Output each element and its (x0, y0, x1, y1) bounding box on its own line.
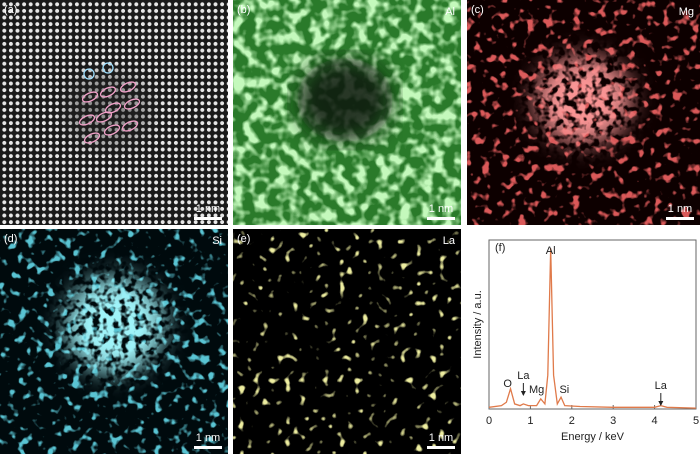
cluster-marks (78, 62, 141, 144)
scale-label: 1 nm (196, 432, 220, 444)
y-axis-label: Intensity / a.u. (472, 290, 484, 358)
peak-label: La (655, 380, 668, 392)
element-label: Al (445, 6, 455, 18)
element-label: Mg (679, 6, 694, 18)
x-tick-label: 5 (693, 415, 699, 427)
arrow-head (520, 391, 526, 396)
peak-label: Mg (529, 384, 544, 396)
panel-d (0, 229, 228, 454)
panel-label: (b) (237, 4, 250, 16)
scale-bar (427, 217, 455, 220)
panel-c (467, 0, 700, 225)
spectrum-line (488, 248, 697, 409)
peak-label: La (517, 370, 530, 382)
chart-bg (467, 229, 700, 454)
panel-label: (e) (237, 233, 250, 245)
map-noise (233, 229, 461, 454)
plot-frame (488, 239, 697, 410)
panel-label: (c) (471, 4, 484, 16)
x-tick-label: 0 (486, 415, 492, 427)
spectrum: (f) 0 1 2 3 4 5 Energy / keV Intensity / a.u. Al O… (472, 239, 699, 443)
scale-label: 1 nm (429, 203, 453, 215)
element-label: La (443, 235, 456, 247)
scale-label: 1 nm (196, 203, 220, 215)
x-axis-label: Energy / keV (561, 431, 625, 443)
peak-label: O (503, 378, 512, 390)
panel-label: (d) (4, 233, 17, 245)
enrichment (535, 56, 631, 144)
scale-label: 1 nm (668, 203, 692, 215)
panel-b (233, 0, 461, 225)
x-tick-label: 2 (569, 415, 575, 427)
peak-label: Al (546, 245, 556, 257)
panel-e (233, 229, 461, 454)
panel-label: (a) (4, 4, 17, 16)
depletion (297, 58, 393, 142)
x-tick-label: 4 (652, 415, 658, 427)
element-label: Si (212, 235, 222, 247)
precipitate (66, 72, 150, 148)
panel-label: (f) (495, 242, 505, 254)
peak-label: Si (559, 384, 569, 396)
enrichment (65, 277, 165, 373)
x-tick-label: 3 (610, 415, 616, 427)
scale-bar (194, 217, 222, 220)
scale-bar (666, 217, 694, 220)
panel-a (0, 0, 228, 225)
scale-bar (427, 446, 455, 449)
scale-label: 1 nm (429, 432, 453, 444)
x-tick-label: 1 (527, 415, 533, 427)
arrow-head (658, 401, 664, 406)
scale-bar (194, 446, 222, 449)
